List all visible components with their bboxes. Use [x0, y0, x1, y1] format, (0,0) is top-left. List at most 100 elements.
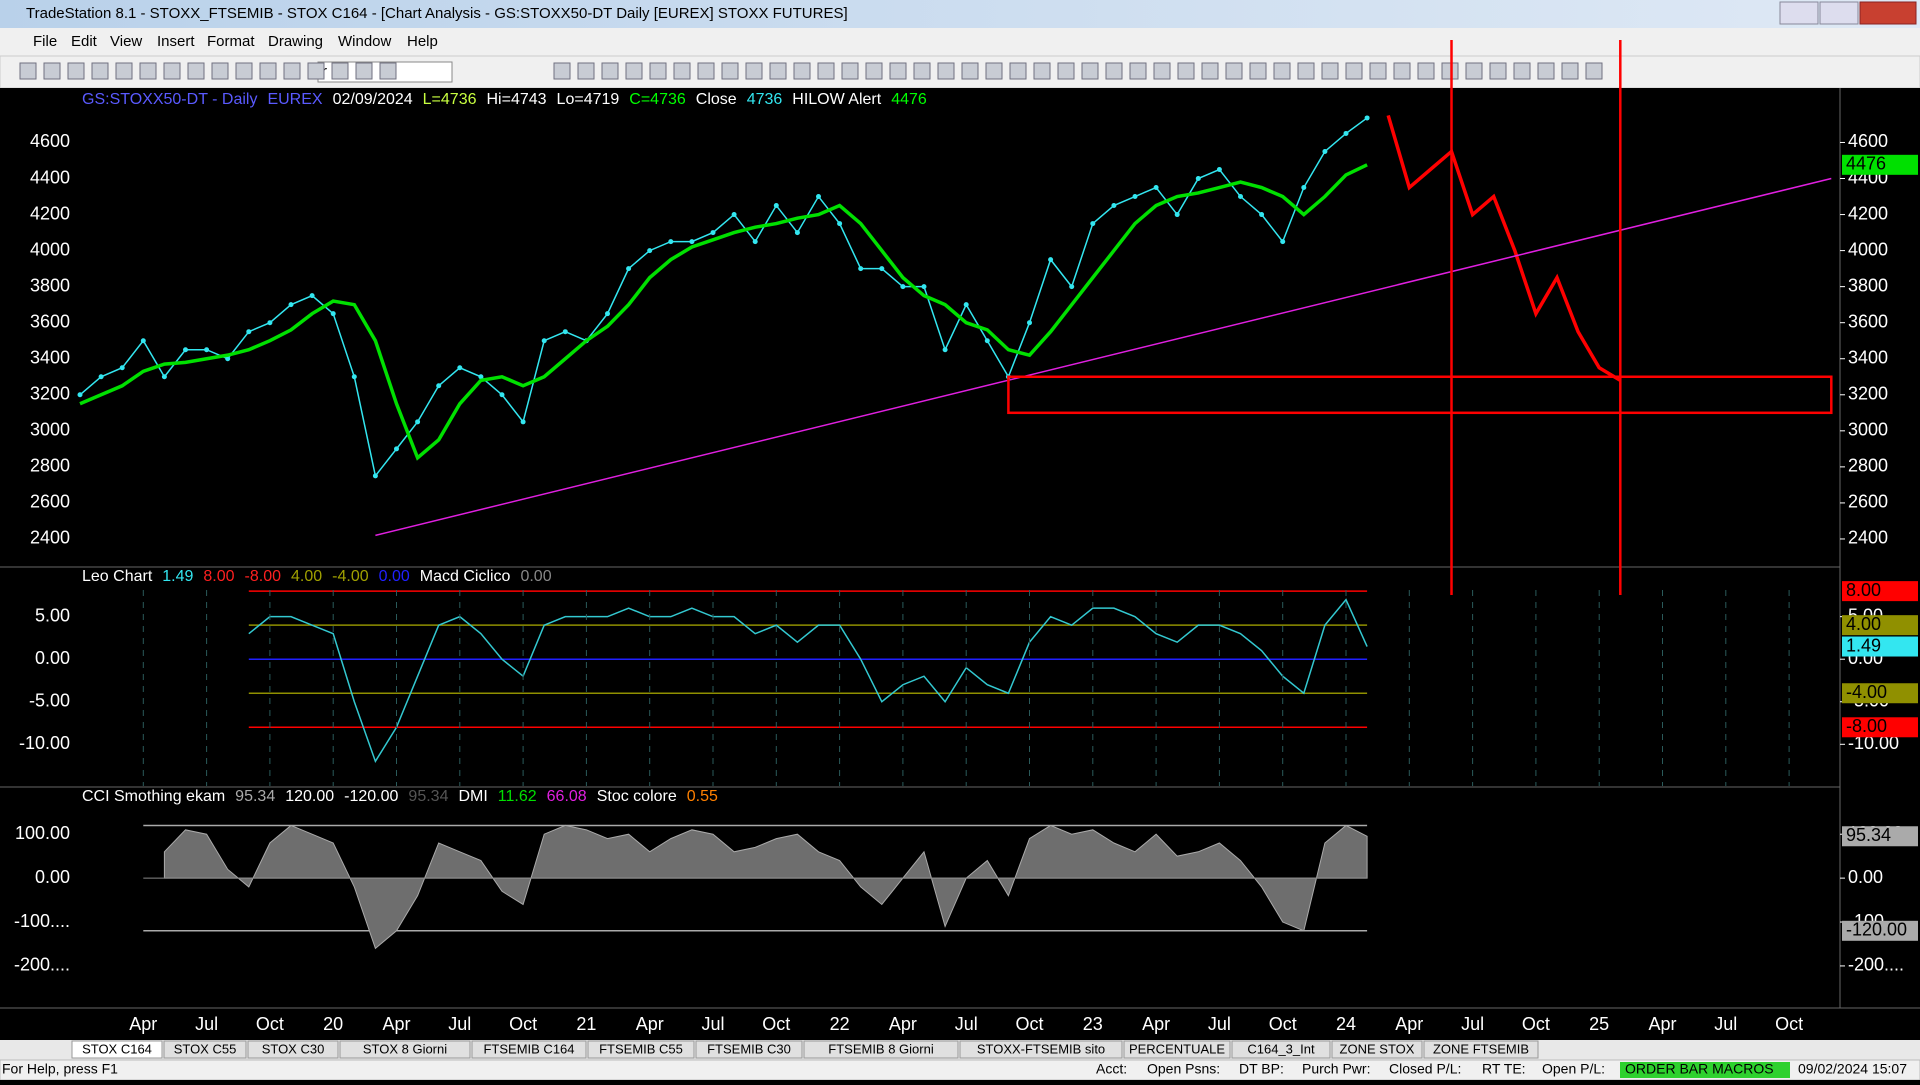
toolbar-icon[interactable]: [235, 62, 253, 80]
menu-item[interactable]: Drawing: [268, 33, 323, 50]
toolbar-icon[interactable]: [115, 62, 133, 80]
toolbar-icon[interactable]: [307, 62, 325, 80]
toolbar-icon[interactable]: [553, 62, 571, 80]
tab[interactable]: [1331, 1040, 1423, 1059]
tab-label[interactable]: FTSEMIB C30: [707, 1041, 791, 1056]
tab[interactable]: [695, 1040, 803, 1059]
toolbar-icon[interactable]: [139, 62, 157, 80]
toolbar-icon[interactable]: [1225, 62, 1243, 80]
toolbar-icon[interactable]: [817, 62, 835, 80]
tab-label[interactable]: C164_3_Int: [1247, 1041, 1315, 1056]
price-dot: [1153, 185, 1159, 191]
toolbar-icon[interactable]: [1489, 62, 1507, 80]
tab[interactable]: [1423, 1040, 1539, 1059]
toolbar-icon[interactable]: [1249, 62, 1267, 80]
tab-label[interactable]: STOX C164: [82, 1041, 152, 1056]
tab[interactable]: [71, 1040, 163, 1059]
menu-item[interactable]: View: [110, 33, 142, 50]
toolbar-icon[interactable]: [937, 62, 955, 80]
toolbar-icon[interactable]: [601, 62, 619, 80]
tab[interactable]: [163, 1040, 247, 1059]
toolbar-icon[interactable]: [211, 62, 229, 80]
toolbar-icon[interactable]: [163, 62, 181, 80]
toolbar-icon[interactable]: [67, 62, 85, 80]
toolbar-icon[interactable]: [331, 62, 349, 80]
toolbar-icon[interactable]: [721, 62, 739, 80]
toolbar-icon[interactable]: [1201, 62, 1219, 80]
toolbar-icon[interactable]: [649, 62, 667, 80]
tab[interactable]: [803, 1040, 959, 1059]
toolbar-icon[interactable]: [577, 62, 595, 80]
toolbar-icon[interactable]: [91, 62, 109, 80]
tab-label[interactable]: PERCENTUALE: [1129, 1041, 1225, 1056]
toolbar-icon[interactable]: [1177, 62, 1195, 80]
menu-item[interactable]: File: [33, 33, 57, 50]
toolbar-icon[interactable]: [1585, 62, 1603, 80]
toolbar-icon[interactable]: [769, 62, 787, 80]
tab-label[interactable]: STOXX-FTSEMIB sito: [977, 1041, 1105, 1056]
tab[interactable]: [247, 1040, 339, 1059]
toolbar-icon[interactable]: [865, 62, 883, 80]
toolbar-icon[interactable]: [793, 62, 811, 80]
toolbar-icon[interactable]: [1033, 62, 1051, 80]
tab-label[interactable]: STOX C30: [262, 1041, 325, 1056]
toolbar-icon[interactable]: [913, 62, 931, 80]
toolbar-icon[interactable]: [673, 62, 691, 80]
toolbar-icon[interactable]: [259, 62, 277, 80]
toolbar-icon[interactable]: [1345, 62, 1363, 80]
price-dot: [77, 392, 83, 398]
toolbar-icon[interactable]: [1081, 62, 1099, 80]
menu-item[interactable]: Format: [207, 33, 255, 50]
close-button[interactable]: [1859, 1, 1917, 25]
toolbar-icon[interactable]: [283, 62, 301, 80]
toolbar-icon[interactable]: [1057, 62, 1075, 80]
toolbar-icon[interactable]: [1441, 62, 1459, 80]
menu-item[interactable]: Insert: [157, 33, 195, 50]
toolbar-icon[interactable]: [43, 62, 61, 80]
toolbar-icon[interactable]: [1513, 62, 1531, 80]
toolbar-icon[interactable]: [1273, 62, 1291, 80]
toolbar-icon[interactable]: [1537, 62, 1555, 80]
toolbar-icon[interactable]: [625, 62, 643, 80]
toolbar-icon[interactable]: [961, 62, 979, 80]
toolbar-icon[interactable]: [1153, 62, 1171, 80]
tab-label[interactable]: FTSEMIB C164: [483, 1041, 574, 1056]
toolbar-icon[interactable]: [355, 62, 373, 80]
tab[interactable]: [471, 1040, 587, 1059]
toolbar-icon[interactable]: [1369, 62, 1387, 80]
toolbar-icon[interactable]: [1561, 62, 1579, 80]
toolbar-icon[interactable]: [889, 62, 907, 80]
menu-item[interactable]: Help: [407, 33, 438, 50]
maximize-button[interactable]: [1819, 1, 1859, 25]
toolbar-icon[interactable]: [745, 62, 763, 80]
tab[interactable]: [587, 1040, 695, 1059]
menu-item[interactable]: Window: [338, 33, 392, 50]
toolbar-icon[interactable]: [1009, 62, 1027, 80]
tab-label[interactable]: FTSEMIB 8 Giorni: [828, 1041, 934, 1056]
minimize-button[interactable]: [1779, 1, 1819, 25]
toolbar-icon[interactable]: [379, 62, 397, 80]
toolbar-icon[interactable]: [697, 62, 715, 80]
toolbar-icon[interactable]: [187, 62, 205, 80]
tab-label[interactable]: STOX C55: [174, 1041, 237, 1056]
tab-label[interactable]: FTSEMIB C55: [599, 1041, 683, 1056]
toolbar-icon[interactable]: [1297, 62, 1315, 80]
toolbar-icon[interactable]: [985, 62, 1003, 80]
tab[interactable]: [959, 1040, 1123, 1059]
tab[interactable]: [339, 1040, 471, 1059]
toolbar-icon[interactable]: [19, 62, 37, 80]
tab-label[interactable]: ZONE FTSEMIB: [1433, 1041, 1529, 1056]
tab[interactable]: [1231, 1040, 1331, 1059]
toolbar-icon[interactable]: [1105, 62, 1123, 80]
tab-label[interactable]: STOX 8 Giorni: [363, 1041, 447, 1056]
toolbar-icon[interactable]: [1393, 62, 1411, 80]
tab-label[interactable]: ZONE STOX: [1340, 1041, 1415, 1056]
toolbar-icon[interactable]: [841, 62, 859, 80]
toolbar-icon[interactable]: [1465, 62, 1483, 80]
tab[interactable]: [1123, 1040, 1231, 1059]
toolbar-icon[interactable]: [1321, 62, 1339, 80]
toolbar-icon[interactable]: [1129, 62, 1147, 80]
price-dot: [1090, 221, 1096, 227]
toolbar-icon[interactable]: [1417, 62, 1435, 80]
menu-item[interactable]: Edit: [71, 33, 98, 50]
